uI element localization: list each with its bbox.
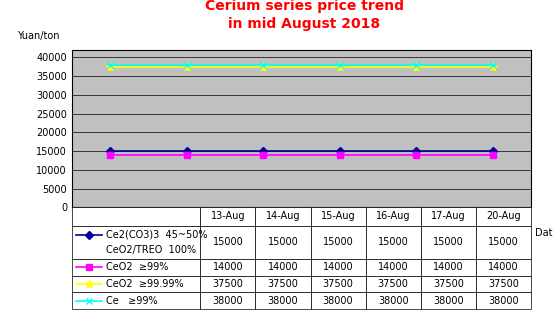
FancyBboxPatch shape — [200, 226, 255, 259]
Text: 37500: 37500 — [268, 279, 299, 289]
FancyBboxPatch shape — [311, 292, 366, 309]
Text: CeO2/TREO  100%: CeO2/TREO 100% — [106, 245, 196, 255]
FancyBboxPatch shape — [72, 207, 200, 226]
Text: 15000: 15000 — [268, 237, 299, 247]
Text: 38000: 38000 — [433, 295, 463, 305]
Text: 15-Aug: 15-Aug — [321, 212, 356, 222]
Text: 17-Aug: 17-Aug — [431, 212, 466, 222]
Text: 13-Aug: 13-Aug — [211, 212, 245, 222]
FancyBboxPatch shape — [72, 292, 200, 309]
Text: 38000: 38000 — [213, 295, 243, 305]
Text: Cerium series price trend
in mid August 2018: Cerium series price trend in mid August … — [205, 0, 404, 31]
FancyBboxPatch shape — [366, 226, 421, 259]
FancyBboxPatch shape — [476, 275, 531, 292]
FancyBboxPatch shape — [476, 292, 531, 309]
FancyBboxPatch shape — [72, 259, 200, 275]
Text: 20-Aug: 20-Aug — [486, 212, 521, 222]
FancyBboxPatch shape — [421, 275, 476, 292]
Text: 15000: 15000 — [378, 237, 409, 247]
Text: 38000: 38000 — [488, 295, 519, 305]
Text: 38000: 38000 — [323, 295, 353, 305]
FancyBboxPatch shape — [311, 226, 366, 259]
FancyBboxPatch shape — [255, 292, 311, 309]
FancyBboxPatch shape — [476, 226, 531, 259]
FancyBboxPatch shape — [366, 275, 421, 292]
Text: 37500: 37500 — [378, 279, 409, 289]
FancyBboxPatch shape — [255, 207, 311, 226]
Text: 38000: 38000 — [268, 295, 298, 305]
FancyBboxPatch shape — [476, 259, 531, 275]
FancyBboxPatch shape — [421, 292, 476, 309]
FancyBboxPatch shape — [255, 275, 311, 292]
Text: 15000: 15000 — [488, 237, 519, 247]
FancyBboxPatch shape — [311, 207, 366, 226]
Text: Yuan/ton: Yuan/ton — [17, 31, 59, 41]
FancyBboxPatch shape — [72, 275, 200, 292]
Text: 14000: 14000 — [323, 262, 353, 272]
Text: 16-Aug: 16-Aug — [376, 212, 410, 222]
Text: CeO2  ≥99%: CeO2 ≥99% — [106, 262, 169, 272]
Text: 37500: 37500 — [212, 279, 243, 289]
Text: Ce2(CO3)3  45~50%: Ce2(CO3)3 45~50% — [106, 230, 208, 240]
Text: 14-Aug: 14-Aug — [266, 212, 300, 222]
FancyBboxPatch shape — [72, 226, 200, 259]
Text: 37500: 37500 — [322, 279, 353, 289]
FancyBboxPatch shape — [255, 226, 311, 259]
FancyBboxPatch shape — [200, 275, 255, 292]
FancyBboxPatch shape — [311, 275, 366, 292]
FancyBboxPatch shape — [366, 207, 421, 226]
FancyBboxPatch shape — [366, 292, 421, 309]
FancyBboxPatch shape — [200, 259, 255, 275]
FancyBboxPatch shape — [421, 226, 476, 259]
Text: 14000: 14000 — [268, 262, 298, 272]
FancyBboxPatch shape — [255, 259, 311, 275]
Text: 14000: 14000 — [488, 262, 519, 272]
FancyBboxPatch shape — [366, 259, 421, 275]
FancyBboxPatch shape — [476, 207, 531, 226]
Text: CeO2  ≥99.99%: CeO2 ≥99.99% — [106, 279, 184, 289]
Text: 15000: 15000 — [212, 237, 243, 247]
Text: 14000: 14000 — [378, 262, 409, 272]
Text: 15000: 15000 — [323, 237, 353, 247]
Text: Date: Date — [535, 228, 553, 238]
Text: Ce   ≥99%: Ce ≥99% — [106, 295, 158, 305]
Text: 14000: 14000 — [433, 262, 463, 272]
Text: 38000: 38000 — [378, 295, 409, 305]
FancyBboxPatch shape — [200, 292, 255, 309]
Text: 15000: 15000 — [433, 237, 463, 247]
FancyBboxPatch shape — [421, 259, 476, 275]
Text: 37500: 37500 — [433, 279, 464, 289]
FancyBboxPatch shape — [200, 207, 255, 226]
FancyBboxPatch shape — [421, 207, 476, 226]
FancyBboxPatch shape — [311, 259, 366, 275]
Text: 14000: 14000 — [213, 262, 243, 272]
Text: 37500: 37500 — [488, 279, 519, 289]
